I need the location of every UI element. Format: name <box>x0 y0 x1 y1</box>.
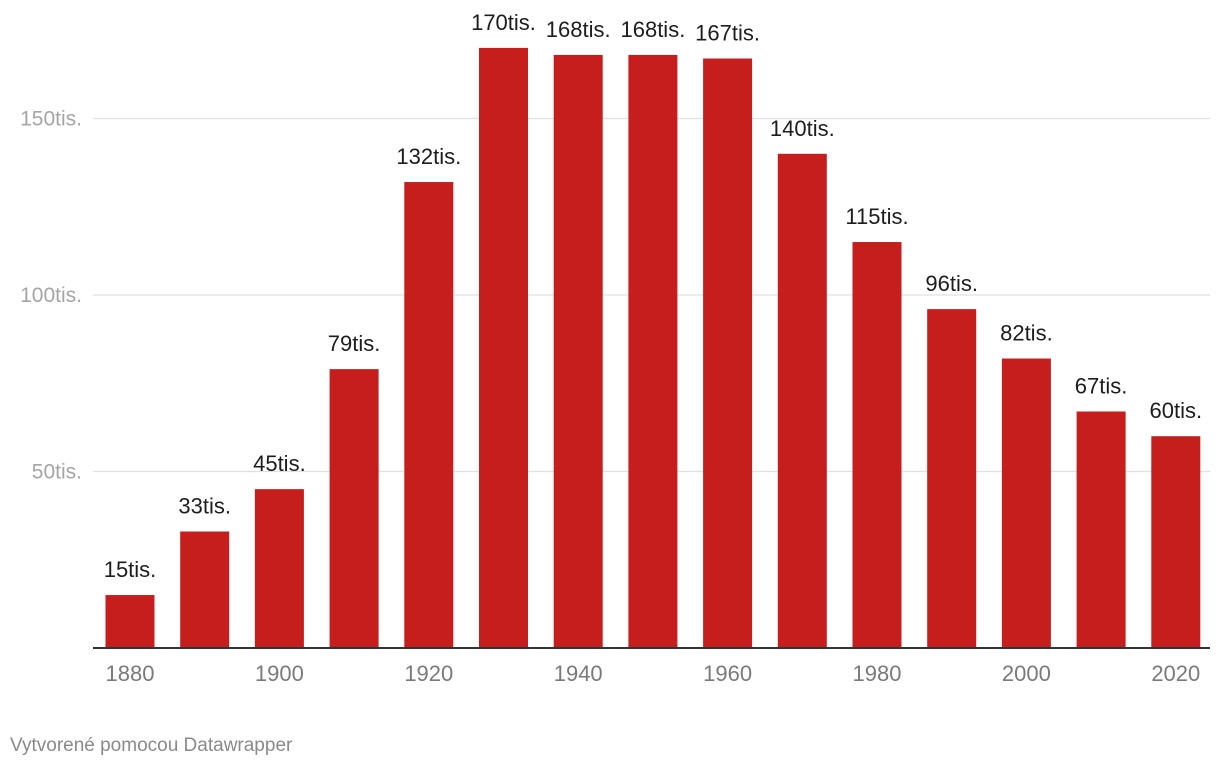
bar <box>553 54 603 648</box>
bar <box>105 595 155 648</box>
data-label: 168tis. <box>620 17 685 42</box>
bar <box>329 369 379 648</box>
data-label: 67tis. <box>1075 373 1128 398</box>
data-label: 82tis. <box>1000 321 1053 346</box>
bar <box>927 309 977 648</box>
bar <box>1151 436 1201 648</box>
bar <box>852 242 902 649</box>
x-tick-label: 2000 <box>1002 661 1051 686</box>
x-tick-label: 1920 <box>404 661 453 686</box>
data-label: 15tis. <box>104 557 157 582</box>
data-label: 167tis. <box>695 20 760 45</box>
bar <box>254 489 304 648</box>
bar <box>777 153 827 649</box>
data-labels: 15tis. 33tis. 45tis. 79tis. 132tis. 170tis. 16… <box>104 10 1202 582</box>
bar <box>479 47 528 648</box>
bar <box>703 58 753 649</box>
data-label: 45tis. <box>253 451 306 476</box>
x-tick-label: 1940 <box>554 661 603 686</box>
data-label: 132tis. <box>396 144 461 169</box>
data-label: 60tis. <box>1150 398 1203 423</box>
y-tick-label: 100tis. <box>20 284 82 307</box>
y-tick-label: 50tis. <box>32 461 82 484</box>
x-tick-label: 1960 <box>703 661 752 686</box>
x-tick-label: 1880 <box>106 661 155 686</box>
datawrapper-credit: Vytvorené pomocou Datawrapper <box>10 735 293 756</box>
data-label: 170tis. <box>471 10 536 35</box>
data-label: 115tis. <box>845 204 908 229</box>
bar <box>404 182 454 649</box>
x-tick-label: 1980 <box>853 661 902 686</box>
data-label: 96tis. <box>925 271 978 296</box>
data-label: 140tis. <box>770 116 835 141</box>
data-label: 79tis. <box>328 331 381 356</box>
bar <box>1076 411 1126 648</box>
x-axis: 1880 1900 1920 1940 1960 1980 2000 2020 <box>93 647 1210 686</box>
x-tick-label: 2020 <box>1151 661 1200 686</box>
data-label: 33tis. <box>178 494 231 519</box>
y-tick-label: 150tis. <box>20 108 82 131</box>
data-label: 168tis. <box>546 17 611 42</box>
bar <box>628 54 678 648</box>
bar <box>1001 358 1051 648</box>
x-tick-label: 1900 <box>255 661 304 686</box>
bar-chart: 50tis. 100tis. 150tis. 15tis. 33tis. 45tis. 7… <box>20 10 1210 686</box>
bar <box>180 531 230 648</box>
bars <box>105 47 1201 649</box>
